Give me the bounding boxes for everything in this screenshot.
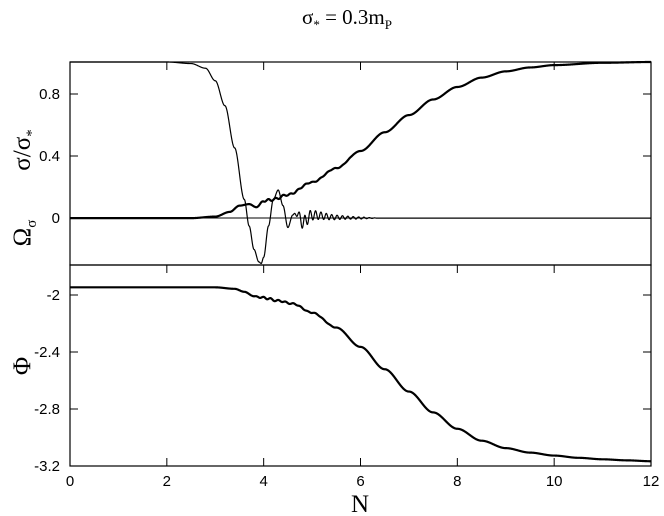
bottom-panel-frame — [69, 264, 652, 467]
x-tick-label: 0 — [66, 473, 74, 490]
x-tick-label: 4 — [259, 473, 267, 490]
x-tick-label: 8 — [453, 473, 461, 490]
omega-sigma-curve — [70, 61, 651, 265]
svg-text:σ* = 0.3mP: σ* = 0.3mP — [302, 5, 392, 32]
ylabel-sigma-main: σ/σ — [9, 136, 36, 170]
x-tick-label: 2 — [163, 473, 171, 490]
y-tick-label: 0.8 — [39, 86, 60, 103]
xlabel: N — [351, 491, 369, 516]
curves-layer — [70, 60, 651, 463]
y-tick-label: 0.4 — [39, 148, 60, 165]
svg-text:Ωσ: Ωσ — [9, 220, 40, 247]
ylabel-sigma: σ/σ* — [9, 129, 40, 170]
phi-curve — [70, 286, 651, 463]
x-tick-label: 12 — [643, 473, 660, 490]
top-panel-frame — [69, 61, 652, 266]
ticks-layer: 0 2 4 6 8 10 12 0 0.4 0.8 -2 -2.4 -2.8 -3.2 — [34, 62, 659, 490]
ylabel-omega-main: Ω — [9, 228, 36, 247]
ylabel-omega-sub: σ — [24, 220, 40, 228]
sigma-ratio-curve — [70, 60, 651, 220]
chart-title: σ* = 0.3mP — [302, 5, 392, 32]
ylabel-phi: Φ — [9, 357, 36, 375]
x-tick-label: 10 — [546, 473, 563, 490]
ylabel-phi-text: Φ — [9, 357, 36, 375]
title-sigma-sub: * — [313, 17, 320, 32]
y-tick-label: 0 — [52, 210, 60, 227]
y-tick-label: -2.4 — [34, 344, 60, 361]
y-tick-label: -3.2 — [34, 458, 60, 475]
ylabel-sigma-sub: * — [24, 129, 40, 137]
y-tick-label: -2.8 — [34, 401, 60, 418]
title-planck-sub: P — [385, 17, 392, 32]
title-equals: = 0.3m — [320, 5, 385, 29]
svg-text:σ/σ*: σ/σ* — [9, 129, 40, 170]
ylabel-omega: Ωσ — [9, 220, 40, 247]
y-tick-label: -2 — [47, 287, 60, 304]
x-tick-label: 6 — [356, 473, 364, 490]
title-sigma: σ — [302, 5, 313, 29]
